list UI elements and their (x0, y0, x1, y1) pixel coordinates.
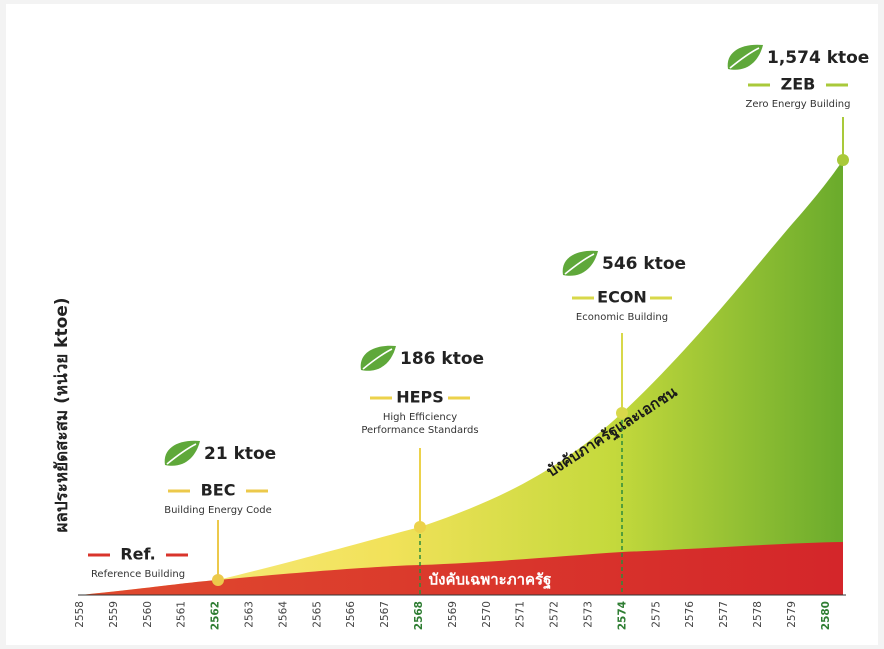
milestone-saving: 546 ktoe (602, 254, 686, 274)
year-label: 2576 (684, 601, 696, 628)
year-label: 2574 (616, 601, 628, 630)
milestone-description: Reference Building (91, 569, 185, 580)
milestone-name: Ref. (120, 545, 155, 564)
milestone-description: Economic Building (576, 312, 668, 323)
milestone-description: High Efficiency (383, 412, 457, 423)
year-label: 2567 (379, 601, 391, 628)
year-label: 2579 (786, 601, 798, 628)
milestone-dot (212, 574, 224, 586)
milestone-saving: 21 ktoe (204, 444, 276, 464)
year-label: 2577 (718, 601, 730, 628)
year-label: 2559 (108, 601, 120, 628)
year-label: 2575 (650, 601, 662, 628)
milestone-name: BEC (201, 481, 236, 500)
year-label: 2569 (447, 601, 459, 628)
milestone-dot (837, 154, 849, 166)
milestone-name: HEPS (396, 388, 444, 407)
year-label: 2566 (345, 601, 357, 628)
year-label: 2578 (752, 601, 764, 628)
year-label: 2563 (244, 601, 256, 628)
year-label: 2558 (74, 601, 86, 628)
area-label: บังคับเฉพาะภาครัฐ (429, 571, 552, 590)
milestone-dot (616, 407, 628, 419)
year-label: 2562 (210, 601, 222, 630)
year-label: 2568 (413, 601, 425, 630)
milestone-description: Zero Energy Building (746, 99, 851, 110)
year-label: 2560 (142, 601, 154, 628)
year-label: 2565 (311, 601, 323, 628)
milestone-name: ZEB (781, 75, 816, 94)
milestone-saving: 186 ktoe (400, 349, 484, 369)
year-label: 2561 (176, 601, 188, 628)
year-label: 2571 (515, 601, 527, 628)
year-label: 2580 (820, 601, 832, 630)
milestone-saving: 1,574 ktoe (767, 48, 869, 68)
infographic: ผลประหยัดสะสม (หน่วย ktoe) บังคับเฉพาะภา… (0, 0, 884, 649)
milestone-dot (414, 521, 426, 533)
year-label: 2564 (277, 601, 289, 628)
milestone-description: Performance Standards (361, 425, 478, 436)
year-label: 2570 (481, 601, 493, 628)
year-label: 2573 (583, 601, 595, 628)
milestone-description: Building Energy Code (164, 505, 272, 516)
y-axis-label: ผลประหยัดสะสม (หน่วย ktoe) (52, 297, 72, 532)
year-label: 2572 (549, 601, 561, 628)
milestone-name: ECON (597, 288, 647, 307)
